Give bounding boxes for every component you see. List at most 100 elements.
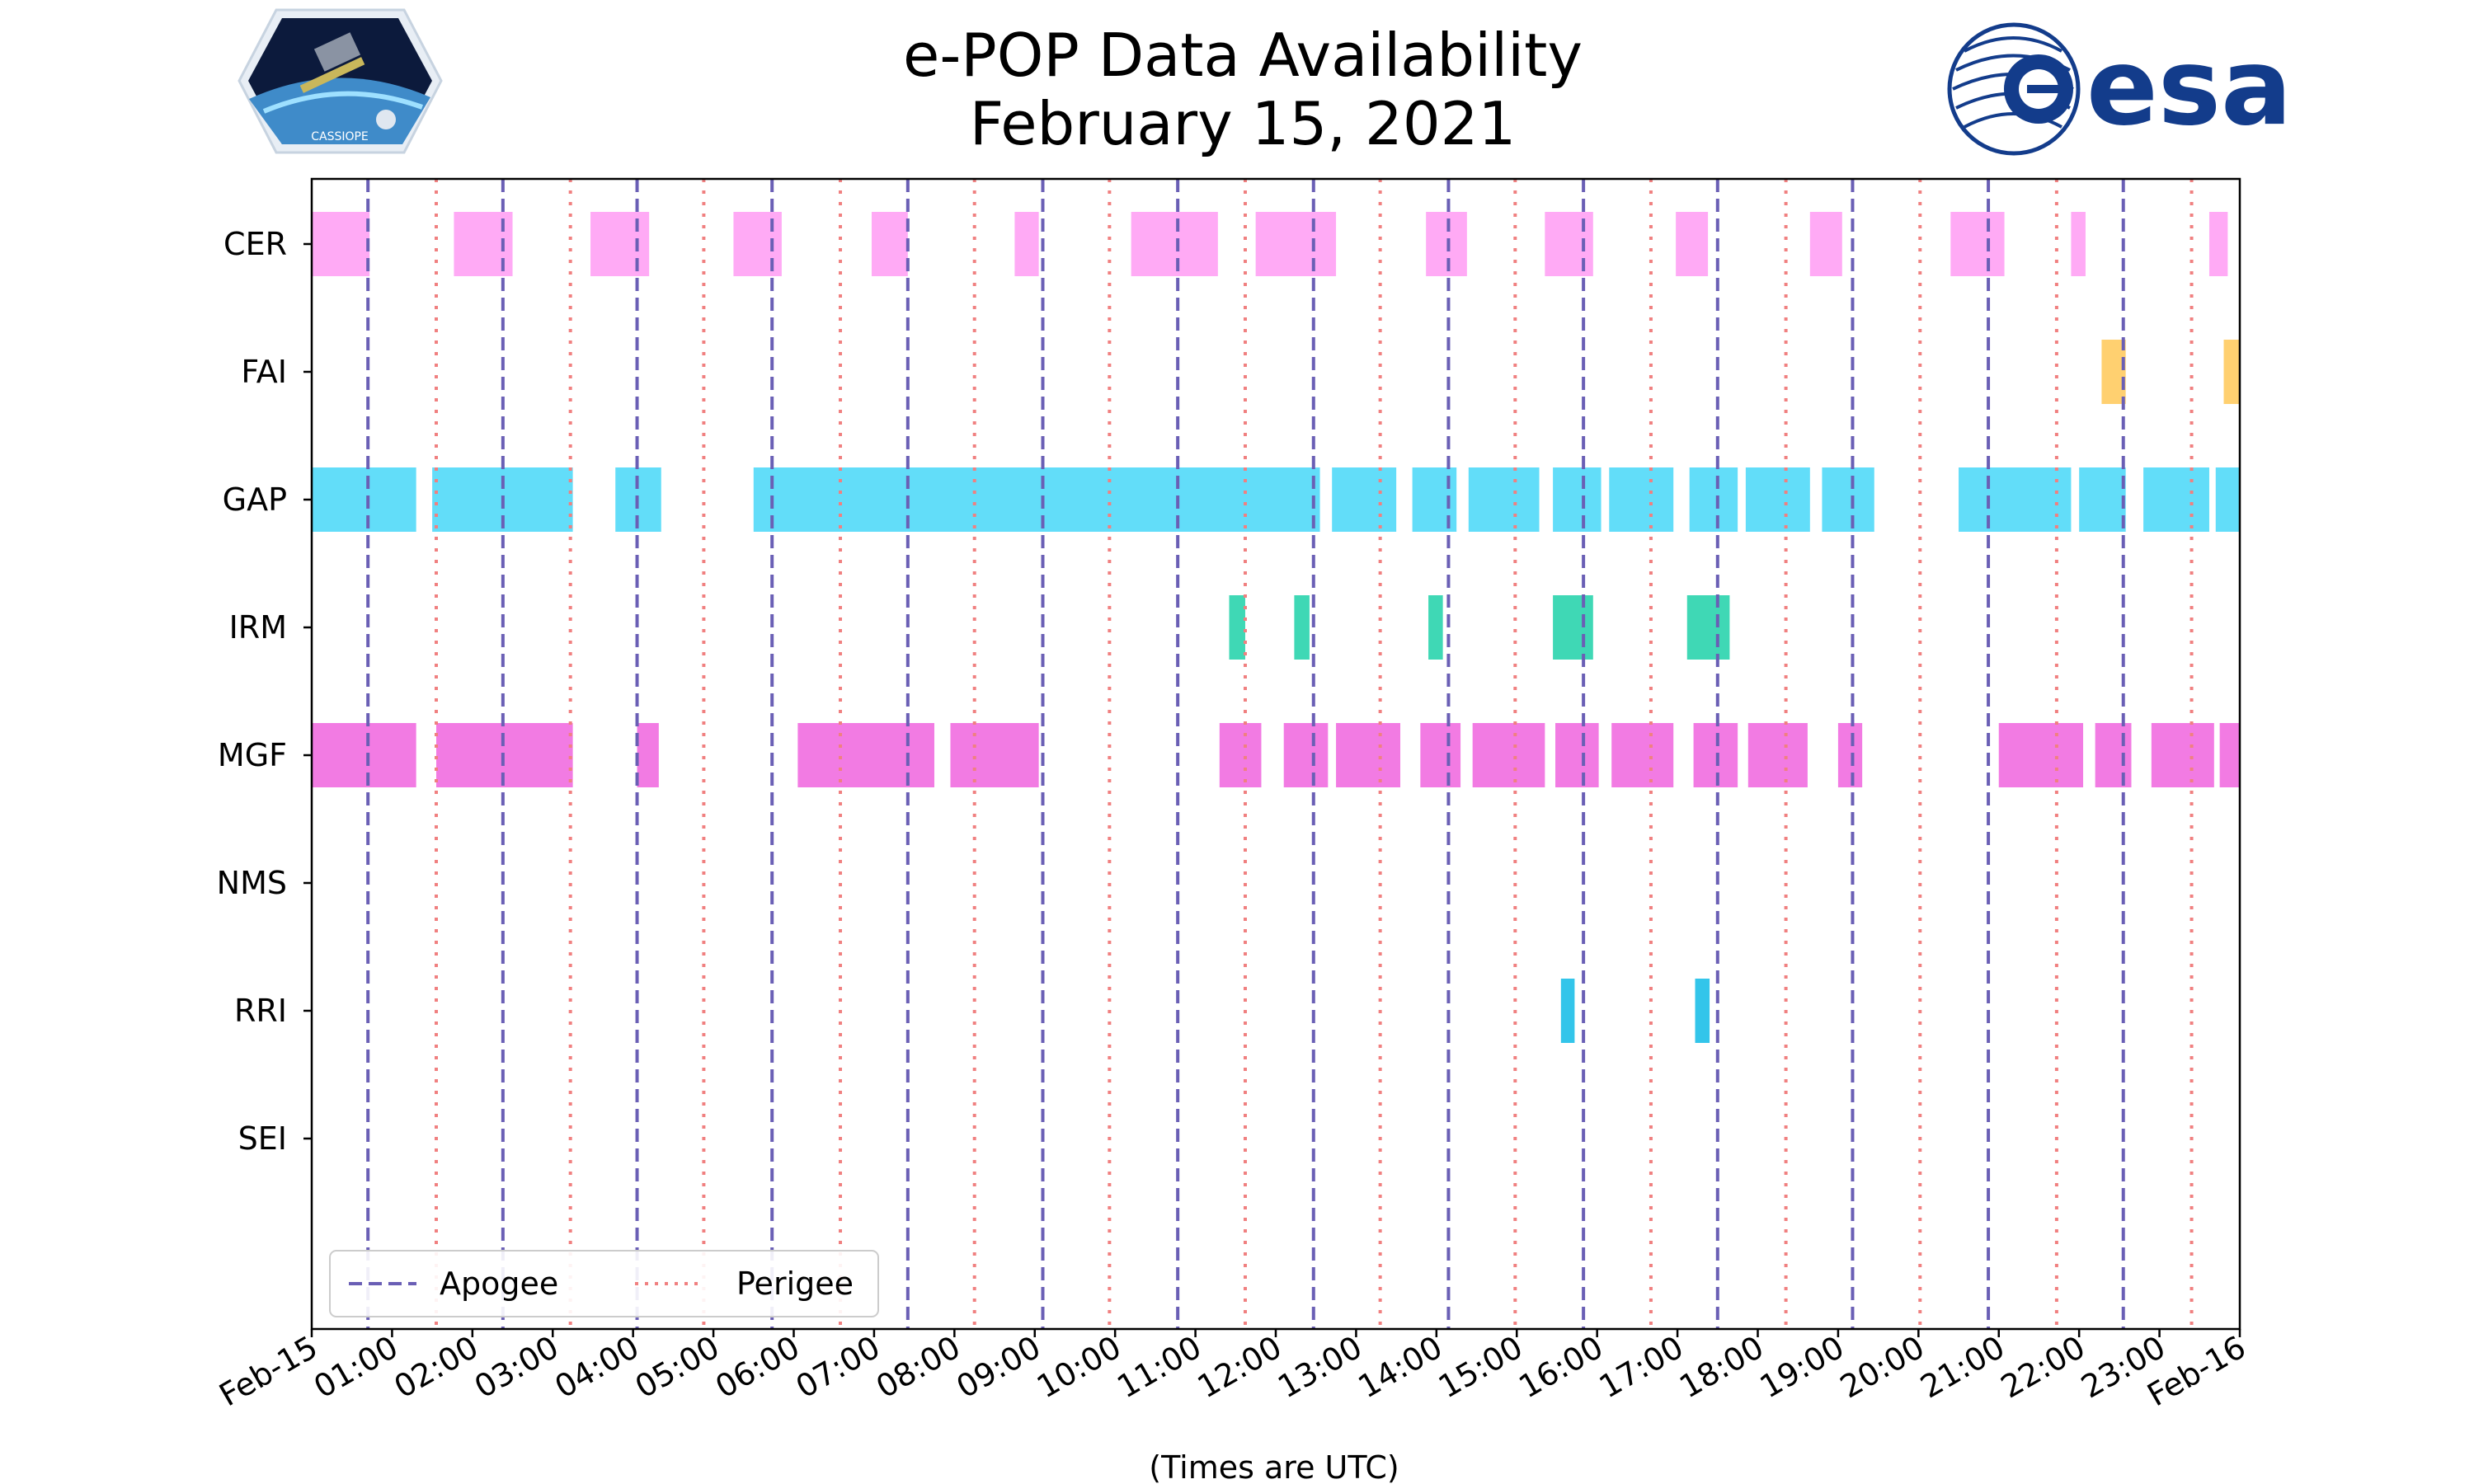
x-tick-label-7: 07:00 [790, 1329, 887, 1406]
x-tick-label-6: 06:00 [709, 1329, 806, 1406]
x-tick-label-16: 16:00 [1512, 1329, 1609, 1406]
y-label-gap: GAP [223, 481, 287, 518]
bar-mgf-17 [2151, 723, 2214, 787]
bar-cer-9 [1545, 212, 1593, 276]
legend-perigee-label: Perigee [736, 1266, 854, 1302]
bar-cer-13 [2071, 212, 2086, 276]
esa-wordmark: esa [2086, 26, 2292, 149]
bar-gap-14 [2143, 467, 2209, 532]
x-tick-label-10: 10:00 [1031, 1329, 1127, 1406]
y-label-sei: SEI [238, 1120, 287, 1157]
bar-cer-5 [1014, 212, 1039, 276]
bar-mgf-16 [2095, 723, 2132, 787]
y-label-nms: NMS [217, 865, 287, 901]
legend: Apogee Perigee [329, 1250, 879, 1317]
bar-gap-3 [753, 467, 1320, 532]
bar-gap-13 [2079, 467, 2126, 532]
bar-mgf-0 [312, 723, 416, 787]
x-tick-label-9: 09:00 [950, 1329, 1047, 1406]
y-label-rri: RRI [234, 993, 287, 1029]
bar-cer-10 [1676, 212, 1709, 276]
bar-irm-4 [1686, 595, 1730, 660]
bar-gap-4 [1332, 467, 1397, 532]
bar-mgf-13 [1747, 723, 1808, 787]
bar-mgf-15 [1998, 723, 2084, 787]
bar-rri-1 [1695, 979, 1710, 1043]
x-tick-label-11: 11:00 [1111, 1329, 1207, 1406]
bar-irm-2 [1428, 595, 1443, 660]
x-tick-label-19: 19:00 [1754, 1329, 1851, 1406]
bar-cer-8 [1426, 212, 1467, 276]
bar-mgf-9 [1472, 723, 1545, 787]
x-tick-label-14: 14:00 [1352, 1329, 1448, 1406]
bar-cer-7 [1255, 212, 1337, 276]
y-label-fai: FAI [241, 354, 287, 390]
x-tick-label-2: 02:00 [388, 1329, 484, 1406]
plot-frame [310, 177, 2241, 1331]
bar-cer-11 [1809, 212, 1842, 276]
bar-cer-12 [1950, 212, 2005, 276]
x-tick-label-0: Feb-15 [213, 1329, 323, 1414]
legend-apogee-label: Apogee [440, 1266, 558, 1302]
bar-rri-0 [1560, 979, 1575, 1043]
x-tick-label-18: 18:00 [1673, 1329, 1770, 1406]
x-tick-label-17: 17:00 [1593, 1329, 1690, 1406]
bar-mgf-3 [797, 723, 934, 787]
bar-cer-2 [590, 212, 650, 276]
bar-mgf-2 [637, 723, 659, 787]
bar-gap-0 [312, 467, 416, 532]
bar-mgf-4 [950, 723, 1039, 787]
bar-gap-9 [1689, 467, 1738, 532]
y-label-mgf: MGF [218, 737, 287, 773]
bar-mgf-12 [1693, 723, 1738, 787]
bar-cer-0 [312, 212, 370, 276]
bar-cer-3 [733, 212, 782, 276]
bar-gap-12 [1959, 467, 2072, 532]
bar-gap-7 [1553, 467, 1602, 532]
cassiope-caption: CASSIOPE [311, 130, 369, 143]
x-axis-label: (Times are UTC) [1149, 1449, 1399, 1484]
bar-mgf-7 [1336, 723, 1400, 787]
bar-cer-4 [871, 212, 908, 276]
chart-title: e-POP Data Availability [903, 21, 1583, 90]
x-tick-label-4: 04:00 [548, 1329, 645, 1406]
x-tick-label-20: 20:00 [1834, 1329, 1931, 1406]
bar-mgf-6 [1283, 723, 1329, 787]
chart-subtitle: February 15, 2021 [970, 89, 1517, 158]
x-tick-label-1: 01:00 [308, 1329, 404, 1406]
x-tick-label-15: 15:00 [1432, 1329, 1529, 1406]
bar-mgf-5 [1219, 723, 1262, 787]
bar-gap-6 [1468, 467, 1540, 532]
bar-mgf-8 [1420, 723, 1461, 787]
bar-gap-15 [2215, 467, 2240, 532]
bar-irm-3 [1553, 595, 1593, 660]
x-tick-label-13: 13:00 [1272, 1329, 1368, 1406]
bar-irm-1 [1294, 595, 1310, 660]
legend-box [329, 1250, 879, 1317]
bar-mgf-18 [2219, 723, 2240, 787]
bar-mgf-14 [1837, 723, 1863, 787]
x-tick-label-8: 08:00 [870, 1329, 967, 1406]
esa-logo: esa [1947, 22, 2292, 156]
x-tick-label-5: 05:00 [629, 1329, 726, 1406]
bar-gap-8 [1609, 467, 1674, 532]
x-tick-label-22: 22:00 [1995, 1329, 2091, 1406]
x-tick-label-21: 21:00 [1914, 1329, 2011, 1406]
axes-layer: CER FAI GAP IRM MGF NMS RRI SEI Feb-1501:0002:00… [213, 177, 2252, 1414]
x-tick-label-3: 03:00 [468, 1329, 565, 1406]
x-tick-label-12: 12:00 [1192, 1329, 1288, 1406]
bar-mgf-10 [1555, 723, 1599, 787]
bar-gap-11 [1822, 467, 1874, 532]
bar-fai-1 [2223, 340, 2240, 404]
bar-irm-0 [1229, 595, 1245, 660]
orbit-lines-layer [366, 179, 2194, 1329]
y-label-irm: IRM [229, 609, 287, 646]
bar-cer-14 [2208, 212, 2228, 276]
bars-layer [312, 212, 2240, 1043]
bar-mgf-11 [1611, 723, 1674, 787]
bar-gap-10 [1745, 467, 1810, 532]
cassiope-logo: CASSIOPE [238, 8, 443, 154]
y-label-cer: CER [223, 226, 287, 262]
bar-cer-6 [1131, 212, 1218, 276]
